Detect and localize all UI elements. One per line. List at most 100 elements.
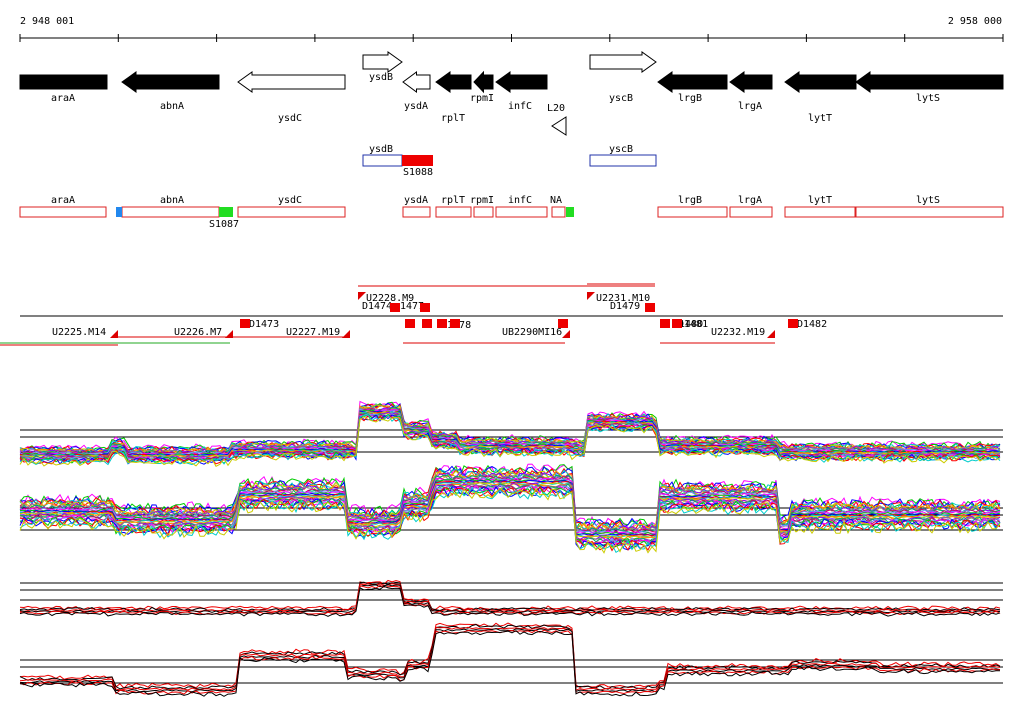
expression-profile xyxy=(19,583,1001,613)
expression-profile xyxy=(19,629,1001,695)
transcript-label: U2226.M7 xyxy=(174,327,222,338)
gene-arrow xyxy=(473,70,494,94)
feature-label: ysdA xyxy=(404,195,428,206)
gene-label: L20 xyxy=(547,103,565,114)
transcript-end xyxy=(342,330,350,338)
transcript-label: U2225.M14 xyxy=(52,327,106,338)
transcript-label: D1473 xyxy=(249,319,279,330)
transcript-box xyxy=(422,319,432,328)
gene-label: abnA xyxy=(160,101,184,112)
feature-label: abnA xyxy=(160,195,184,206)
expression-profile xyxy=(19,416,1001,467)
feature-label: ysdC xyxy=(278,195,302,206)
expression-profile xyxy=(19,469,1001,533)
feature-box xyxy=(784,206,856,218)
expression-profile xyxy=(19,485,1001,551)
expression-profile xyxy=(19,474,1001,532)
gene-arrow xyxy=(729,71,773,93)
expression-profile xyxy=(20,471,1001,533)
gene-arrow xyxy=(19,74,108,90)
feature-box xyxy=(435,206,472,218)
feature-box xyxy=(589,154,657,167)
expression-profile xyxy=(19,630,1000,697)
expression-profile xyxy=(19,476,1001,535)
expression-profile xyxy=(19,487,1001,554)
transcript-end xyxy=(110,330,118,338)
expression-profile xyxy=(19,581,1001,612)
feature-box xyxy=(657,206,728,218)
gene-label: ysdB xyxy=(369,72,393,83)
gene-label: yscB xyxy=(609,93,633,104)
gene-label: rplT xyxy=(441,113,465,124)
gene-arrow xyxy=(237,71,346,93)
transcript-label: D1479 xyxy=(610,301,640,312)
gene-label: lytT xyxy=(808,113,832,124)
transcript-box xyxy=(405,319,415,328)
ruler-ticks xyxy=(19,34,1004,42)
feature-label: ysdB xyxy=(369,144,393,155)
expression-profile xyxy=(19,622,1001,689)
transcript-end xyxy=(225,330,233,338)
feature-box xyxy=(729,206,773,218)
transcript-label: D1474 xyxy=(362,301,392,312)
transcript-box xyxy=(788,319,798,328)
feature-box xyxy=(495,206,548,218)
feature-label: lytS xyxy=(916,195,940,206)
gene-label: ysdC xyxy=(278,113,302,124)
expression-profile xyxy=(19,412,1001,461)
transcript-box xyxy=(645,303,655,312)
transcript-label: D1481 xyxy=(678,319,708,330)
transcript-track: U2225.M14 U2226.M7D1473U2227.M19U2228.M9D… xyxy=(0,283,1003,346)
expression-profile xyxy=(19,626,1001,691)
transcript-end xyxy=(562,330,570,338)
transcript-end xyxy=(767,330,775,338)
feature-label: rpmI xyxy=(470,195,494,206)
transcript-label: U2231.M10 xyxy=(596,293,650,304)
feature-label: S1087 xyxy=(209,219,239,230)
expression-profile xyxy=(19,415,1000,465)
feature-label: lytT xyxy=(808,195,832,206)
expression-profile xyxy=(19,482,1001,539)
gene-arrow xyxy=(435,71,472,93)
transcript-box xyxy=(437,319,447,328)
gene-label: infC xyxy=(508,101,532,112)
feature-label: NA xyxy=(550,195,562,206)
feature-box xyxy=(402,206,431,218)
transcript-box xyxy=(450,319,460,328)
feature-label: yscB xyxy=(609,144,633,155)
transcript-label: 1477 xyxy=(400,301,424,312)
transcript-box xyxy=(420,303,430,312)
gene-label: lrgA xyxy=(738,101,762,112)
gene-label: rpmI xyxy=(470,93,494,104)
gene-track: araA abnA ysdC ysdB ysdA rplT rpmI infC L20 yscB l… xyxy=(19,51,1004,136)
feature-label: araA xyxy=(51,195,75,206)
expression-profile xyxy=(19,579,1001,612)
gene-arrow xyxy=(657,71,728,93)
gene-label: lrgB xyxy=(678,93,702,104)
expression-profile xyxy=(19,468,1001,532)
feature-box xyxy=(121,206,220,218)
feature-box xyxy=(551,206,566,218)
feature-box xyxy=(19,206,107,218)
gene-arrow xyxy=(855,71,1004,93)
feature-mark xyxy=(219,207,233,217)
transcript-label: U2232.M19 xyxy=(711,327,765,338)
transcript-box xyxy=(390,303,400,312)
expression-profile xyxy=(19,623,1001,690)
transcript-label: D1480 xyxy=(673,319,703,330)
feature-mark xyxy=(566,207,574,217)
feature-label: S1088 xyxy=(403,167,433,178)
expression-profile xyxy=(19,584,1001,616)
transcript-box xyxy=(660,319,670,328)
transcript-label: U2228.M9 xyxy=(366,293,414,304)
expression-profile xyxy=(19,585,1001,617)
gene-triangle xyxy=(551,116,567,136)
gene-arrow xyxy=(495,71,548,93)
feature-label: infC xyxy=(508,195,532,206)
feature-label: lrgB xyxy=(678,195,702,206)
transcript-box xyxy=(240,319,250,328)
gene-arrow xyxy=(402,71,431,93)
transcript-label: UB2290MI16 xyxy=(502,327,562,338)
ruler-start: 2 948 001 xyxy=(20,16,74,27)
feature-label: lrgA xyxy=(738,195,762,206)
